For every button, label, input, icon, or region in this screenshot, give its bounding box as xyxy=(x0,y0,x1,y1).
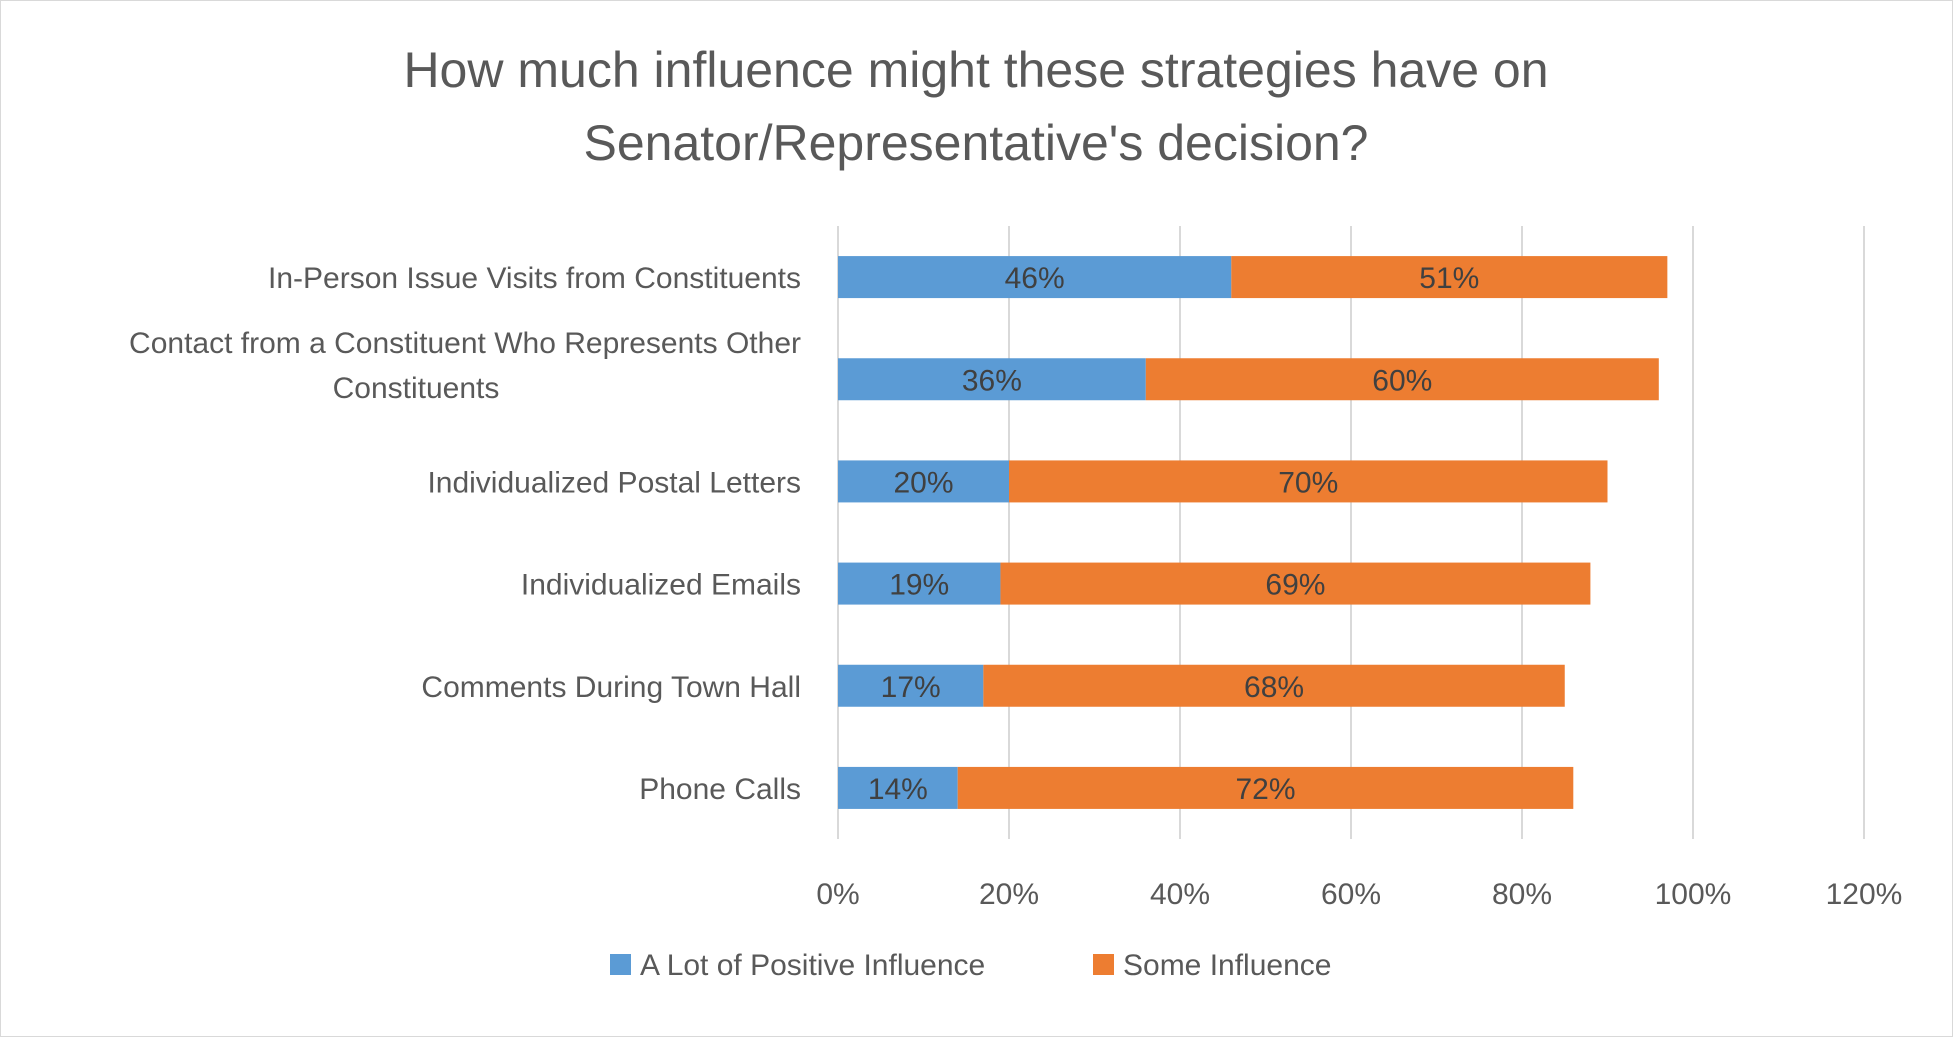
category-label: In-Person Issue Visits from Constituents xyxy=(268,262,801,295)
category-label: Individualized Emails xyxy=(521,569,801,602)
bar-segment xyxy=(838,664,984,707)
bar-segment xyxy=(1000,562,1591,605)
legend-swatch xyxy=(1093,954,1114,975)
x-tick-label: 20% xyxy=(979,878,1039,911)
data-label: 20% xyxy=(893,466,953,499)
bar-segment xyxy=(1009,460,1608,503)
bar-segment xyxy=(838,358,1146,401)
x-tick-label: 0% xyxy=(816,878,859,911)
x-tick-label: 40% xyxy=(1150,878,1210,911)
legend-label: Some Influence xyxy=(1123,949,1331,982)
data-label: 17% xyxy=(881,671,941,704)
legend-label: A Lot of Positive Influence xyxy=(640,949,985,982)
data-label: 14% xyxy=(868,773,928,806)
gridlines xyxy=(837,226,1865,839)
chart-title-line: How much influence might these strategie… xyxy=(403,42,1548,98)
data-label: 19% xyxy=(889,569,949,602)
category-axis: In-Person Issue Visits from Constituents… xyxy=(129,262,801,806)
legend: A Lot of Positive Influence Some Influenc… xyxy=(610,949,1331,982)
data-label: 72% xyxy=(1235,773,1295,806)
category-label: Phone Calls xyxy=(639,773,801,806)
x-tick-label: 80% xyxy=(1492,878,1552,911)
category-label: Comments During Town Hall xyxy=(421,671,801,704)
legend-swatch xyxy=(610,954,631,975)
x-tick-label: 120% xyxy=(1826,878,1903,911)
data-labels: 46% 51% 36% 60% 20% 70% 19% 69% 17% 68% 14% 72% xyxy=(868,262,1480,806)
bar-segment xyxy=(838,562,1001,605)
bar-segment xyxy=(983,664,1565,707)
chart-title-line: Senator/Representative's decision? xyxy=(583,115,1368,171)
bar-segment xyxy=(838,460,1009,503)
value-axis: 0% 20% 40% 60% 80% 100% 120% xyxy=(816,878,1902,911)
data-label: 70% xyxy=(1278,466,1338,499)
bars xyxy=(838,256,1668,809)
category-label: Contact from a Constituent Who Represent… xyxy=(129,327,801,360)
category-label: Individualized Postal Letters xyxy=(427,466,801,499)
data-label: 60% xyxy=(1372,364,1432,397)
bar-segment xyxy=(957,766,1574,809)
data-label: 36% xyxy=(962,364,1022,397)
data-label: 69% xyxy=(1265,569,1325,602)
chart-title: How much influence might these strategie… xyxy=(403,42,1548,171)
bar-segment xyxy=(838,256,1232,299)
category-label: Constituents xyxy=(333,372,500,405)
bar-segment xyxy=(1231,256,1668,299)
bar-segment xyxy=(1145,358,1659,401)
x-tick-label: 100% xyxy=(1655,878,1732,911)
bar-segment xyxy=(838,766,958,809)
data-label: 46% xyxy=(1005,262,1065,295)
data-label: 68% xyxy=(1244,671,1304,704)
data-label: 51% xyxy=(1419,262,1479,295)
x-tick-label: 60% xyxy=(1321,878,1381,911)
